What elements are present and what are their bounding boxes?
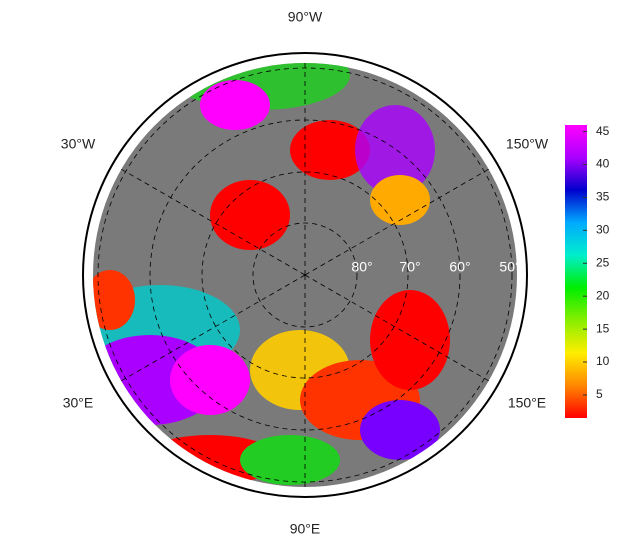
lat-label: 60° xyxy=(449,259,470,275)
colorbar-tick-label: 10 xyxy=(596,354,610,368)
lat-label: 50° xyxy=(499,259,520,275)
colorbar-tick-label: 35 xyxy=(596,190,610,204)
graticule xyxy=(97,63,513,487)
colorbar-tick-label: 30 xyxy=(596,223,610,237)
colorbar-tick-label: 20 xyxy=(596,288,610,302)
lon-label: 90°W xyxy=(288,9,323,25)
colorbar: 5 10 15 20 25 30 35 40 45 xyxy=(565,124,610,418)
lon-label: 150°E xyxy=(508,395,546,411)
lon-label: 30°W xyxy=(61,136,96,152)
colorbar-tick-label: 25 xyxy=(596,255,610,269)
colorbar-ramp xyxy=(565,125,587,418)
colorbar-tick-label: 5 xyxy=(596,387,603,401)
lon-label: 150°W xyxy=(506,136,549,152)
lat-label: 70° xyxy=(399,259,420,275)
lon-label: 90°E xyxy=(290,521,321,537)
lon-label: 30°E xyxy=(63,395,94,411)
colorbar-tick-label: 40 xyxy=(596,157,610,171)
colorbar-tick-label: 45 xyxy=(596,124,610,138)
colorbar-tick-label: 15 xyxy=(596,321,610,335)
map-border xyxy=(82,52,528,498)
lat-label: 80° xyxy=(351,259,372,275)
